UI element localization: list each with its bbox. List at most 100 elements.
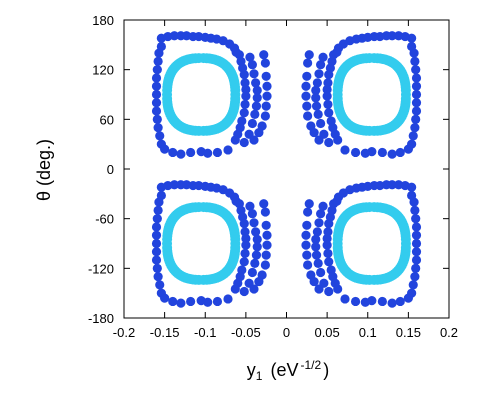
data-point — [340, 145, 350, 155]
data-point — [408, 280, 418, 290]
x-tick-label: 0 — [283, 325, 290, 340]
data-point — [249, 69, 259, 79]
data-point — [241, 84, 251, 95]
data-point — [239, 137, 249, 148]
plot-marks — [151, 31, 422, 308]
data-point — [302, 71, 312, 81]
data-point — [252, 234, 262, 244]
y-axis-label: θ (deg.) — [34, 139, 54, 201]
data-point — [152, 214, 162, 224]
data-point — [251, 250, 262, 260]
data-point — [301, 230, 311, 240]
data-point — [151, 106, 162, 116]
data-point — [403, 293, 413, 303]
loop-point — [230, 242, 241, 253]
x-tick-label: -0.2 — [113, 325, 135, 340]
data-point — [411, 214, 421, 224]
x-tick-labels: -0.2 -0.15 -0.1 -0.05 0 0.05 0.1 0.15 0.2 — [113, 325, 458, 340]
data-point — [239, 219, 249, 229]
data-point — [151, 238, 162, 249]
x-axis-label: y1 (eV -1/2) — [247, 358, 329, 383]
data-point — [241, 240, 251, 250]
data-point — [252, 242, 262, 252]
data-point — [350, 296, 361, 307]
data-point — [323, 99, 333, 110]
data-point — [377, 147, 387, 158]
data-point — [261, 250, 271, 260]
data-point — [314, 69, 324, 79]
data-point — [169, 31, 179, 41]
data-point — [203, 148, 213, 158]
data-point — [309, 127, 319, 138]
data-point — [322, 233, 332, 244]
y-tick-label: -60 — [95, 212, 114, 227]
data-point — [301, 81, 311, 91]
data-point — [251, 78, 261, 88]
data-point — [410, 56, 420, 66]
data-point — [303, 207, 313, 217]
y-tick-label: -180 — [88, 311, 114, 326]
data-point — [155, 280, 165, 290]
data-point — [151, 81, 162, 91]
data-point — [302, 220, 312, 230]
data-point — [411, 73, 422, 83]
data-point — [151, 247, 162, 257]
data-point — [260, 207, 270, 217]
x-tick-label: -0.15 — [150, 325, 180, 340]
data-point — [411, 247, 422, 257]
data-point — [312, 78, 322, 88]
x-axis-label-var: y — [247, 360, 256, 380]
data-point — [403, 144, 413, 154]
data-point — [411, 81, 422, 91]
data-point — [261, 220, 271, 230]
data-point — [223, 145, 233, 155]
data-point — [241, 91, 251, 101]
data-point — [151, 255, 162, 265]
y-tick-label: 180 — [92, 13, 114, 28]
y-tick-label: 60 — [100, 112, 114, 127]
data-point — [239, 257, 249, 267]
x-axis-label-unit-close: ) — [323, 360, 329, 380]
data-point — [153, 56, 163, 66]
data-point — [316, 118, 326, 129]
data-point — [203, 297, 213, 307]
data-point — [411, 89, 422, 100]
data-point — [169, 180, 179, 190]
data-point — [323, 248, 333, 259]
data-point — [311, 85, 321, 95]
x-tick-label: 0.15 — [396, 325, 421, 340]
y-tick-label: 0 — [107, 162, 114, 177]
data-point — [387, 149, 397, 159]
data-point — [155, 131, 165, 141]
data-point — [223, 294, 233, 304]
data-point — [176, 149, 186, 159]
data-point — [411, 114, 421, 124]
data-point — [152, 65, 162, 75]
data-point — [311, 234, 321, 244]
data-point — [360, 148, 370, 158]
x-axis-label-subscript: 1 — [256, 369, 263, 383]
x-tick-label: 0.1 — [359, 325, 377, 340]
data-point — [247, 118, 257, 129]
data-point — [316, 209, 326, 219]
data-point — [324, 70, 334, 80]
data-point — [261, 101, 271, 111]
data-point — [254, 127, 264, 138]
x-tick-label: -0.1 — [194, 325, 216, 340]
data-point — [249, 284, 259, 294]
data-point — [316, 267, 326, 278]
data-point — [151, 73, 162, 83]
data-point — [394, 180, 404, 190]
data-point — [152, 114, 162, 124]
data-point — [333, 135, 343, 145]
data-point — [151, 98, 162, 108]
data-point — [212, 296, 223, 307]
loop-point — [400, 242, 411, 253]
data-point — [350, 147, 361, 158]
data-point — [245, 201, 255, 211]
data-point — [311, 93, 321, 103]
data-point — [409, 48, 419, 58]
y-tick-label: 120 — [92, 63, 114, 78]
data-point — [239, 70, 249, 80]
data-point — [154, 197, 164, 207]
